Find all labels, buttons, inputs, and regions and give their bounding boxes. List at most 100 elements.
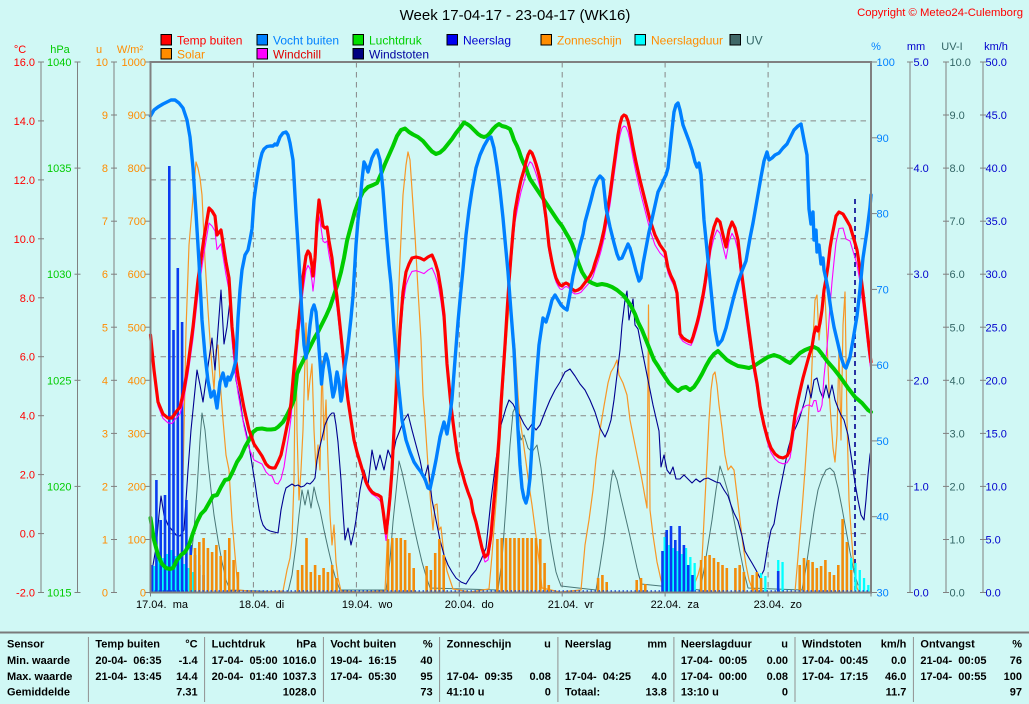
svg-text:600: 600 — [128, 269, 146, 281]
svg-text:Neerslag: Neerslag — [565, 639, 611, 651]
svg-text:Max. waarde: Max. waarde — [7, 671, 72, 683]
svg-text:1016.0: 1016.0 — [283, 655, 317, 667]
svg-text:17-04- 09:35: 17-04- 09:35 — [447, 671, 513, 683]
svg-text:80: 80 — [877, 209, 889, 221]
svg-text:41:10 u: 41:10 u — [447, 687, 485, 699]
svg-text:°C: °C — [185, 639, 197, 651]
svg-text:10.0: 10.0 — [14, 234, 35, 246]
svg-text:500: 500 — [128, 322, 146, 334]
svg-text:0.0: 0.0 — [986, 588, 1001, 600]
svg-text:12.0: 12.0 — [14, 175, 35, 187]
svg-text:Luchtdruk: Luchtdruk — [369, 34, 423, 48]
svg-text:19.04. wo: 19.04. wo — [342, 599, 393, 611]
svg-text:-1.4: -1.4 — [179, 655, 199, 667]
svg-text:Luchtdruk: Luchtdruk — [212, 639, 267, 651]
svg-text:%: % — [871, 41, 881, 53]
svg-text:300: 300 — [128, 428, 146, 440]
svg-text:Temp buiten: Temp buiten — [177, 34, 242, 48]
svg-text:17-04- 05:00: 17-04- 05:00 — [212, 655, 278, 667]
svg-text:UV-I: UV-I — [941, 41, 962, 53]
svg-text:21-04- 13:45: 21-04- 13:45 — [95, 671, 161, 683]
svg-text:%: % — [423, 639, 433, 651]
svg-text:22.04. za: 22.04. za — [651, 599, 700, 611]
svg-text:40: 40 — [877, 512, 889, 524]
svg-text:8.0: 8.0 — [20, 293, 35, 305]
svg-text:-2.0: -2.0 — [16, 588, 35, 600]
svg-text:6.0: 6.0 — [20, 352, 35, 364]
svg-text:Neerslagduur: Neerslagduur — [651, 34, 723, 48]
svg-text:7.0: 7.0 — [950, 216, 965, 228]
svg-text:16.0: 16.0 — [14, 57, 35, 69]
svg-text:4.0: 4.0 — [20, 411, 35, 423]
svg-text:4.0: 4.0 — [652, 671, 667, 683]
svg-text:Min. waarde: Min. waarde — [7, 655, 70, 667]
svg-text:UV: UV — [746, 34, 763, 48]
svg-text:4.0: 4.0 — [950, 375, 965, 387]
svg-text:6: 6 — [102, 269, 108, 281]
svg-text:11.7: 11.7 — [886, 687, 907, 699]
svg-text:50: 50 — [877, 436, 889, 448]
svg-text:19-04- 16:15: 19-04- 16:15 — [330, 655, 396, 667]
svg-text:2.0: 2.0 — [20, 470, 35, 482]
svg-text:km/h: km/h — [881, 639, 907, 651]
svg-text:°C: °C — [14, 44, 26, 56]
svg-text:1035: 1035 — [47, 163, 71, 175]
svg-text:1025: 1025 — [47, 375, 71, 387]
svg-text:u: u — [781, 639, 788, 651]
svg-text:17-04- 00:45: 17-04- 00:45 — [802, 655, 868, 667]
svg-text:9: 9 — [102, 110, 108, 122]
svg-text:35.0: 35.0 — [986, 216, 1007, 228]
svg-text:7.31: 7.31 — [176, 687, 197, 699]
svg-text:14.0: 14.0 — [14, 116, 35, 128]
svg-text:3: 3 — [102, 428, 108, 440]
svg-text:95: 95 — [420, 671, 432, 683]
svg-text:8.0: 8.0 — [950, 163, 965, 175]
svg-text:0: 0 — [545, 687, 551, 699]
svg-text:1015: 1015 — [47, 588, 71, 600]
svg-text:3.0: 3.0 — [950, 428, 965, 440]
svg-text:73: 73 — [420, 687, 432, 699]
svg-text:Zonneschijn: Zonneschijn — [447, 639, 512, 651]
svg-text:%: % — [1012, 639, 1022, 651]
svg-text:2.0: 2.0 — [914, 375, 929, 387]
svg-text:30: 30 — [877, 588, 889, 600]
svg-text:70: 70 — [877, 284, 889, 296]
svg-text:17-04- 05:30: 17-04- 05:30 — [330, 671, 396, 683]
svg-text:17-04- 04:25: 17-04- 04:25 — [565, 671, 631, 683]
svg-text:40.0: 40.0 — [986, 163, 1007, 175]
svg-text:76: 76 — [1010, 655, 1022, 667]
svg-text:0.00: 0.00 — [767, 655, 788, 667]
svg-text:15.0: 15.0 — [986, 428, 1007, 440]
svg-text:Sensor: Sensor — [7, 639, 45, 651]
svg-text:Neerslag: Neerslag — [463, 34, 511, 48]
svg-text:Gemiddelde: Gemiddelde — [7, 687, 70, 699]
svg-text:60: 60 — [877, 360, 889, 372]
svg-text:Neerslagduur: Neerslagduur — [681, 639, 753, 651]
svg-text:Solar: Solar — [177, 48, 205, 62]
svg-text:2: 2 — [102, 481, 108, 493]
svg-text:1: 1 — [102, 534, 108, 546]
svg-text:100: 100 — [1004, 671, 1022, 683]
svg-text:3.0: 3.0 — [914, 269, 929, 281]
svg-text:1040: 1040 — [47, 57, 71, 69]
svg-text:mm: mm — [907, 41, 925, 53]
svg-text:Totaal:: Totaal: — [565, 687, 600, 699]
svg-text:0: 0 — [782, 687, 788, 699]
svg-text:hPa: hPa — [50, 44, 70, 56]
svg-text:1.0: 1.0 — [914, 481, 929, 493]
svg-text:10.0: 10.0 — [986, 481, 1007, 493]
svg-text:1037.3: 1037.3 — [283, 671, 317, 683]
svg-text:5.0: 5.0 — [986, 534, 1001, 546]
svg-text:u: u — [544, 639, 551, 651]
svg-text:Copyright © Meteo24-Culemborg: Copyright © Meteo24-Culemborg — [857, 7, 1023, 19]
svg-text:km/h: km/h — [984, 41, 1008, 53]
svg-text:800: 800 — [128, 163, 146, 175]
svg-text:20.04. do: 20.04. do — [445, 599, 494, 611]
svg-text:21.04. vr: 21.04. vr — [548, 599, 594, 611]
svg-text:hPa: hPa — [296, 639, 317, 651]
svg-text:30.0: 30.0 — [986, 269, 1007, 281]
svg-text:0.0: 0.0 — [20, 529, 35, 541]
svg-text:100: 100 — [877, 57, 895, 69]
svg-text:0.08: 0.08 — [767, 671, 788, 683]
svg-text:u: u — [96, 44, 102, 56]
